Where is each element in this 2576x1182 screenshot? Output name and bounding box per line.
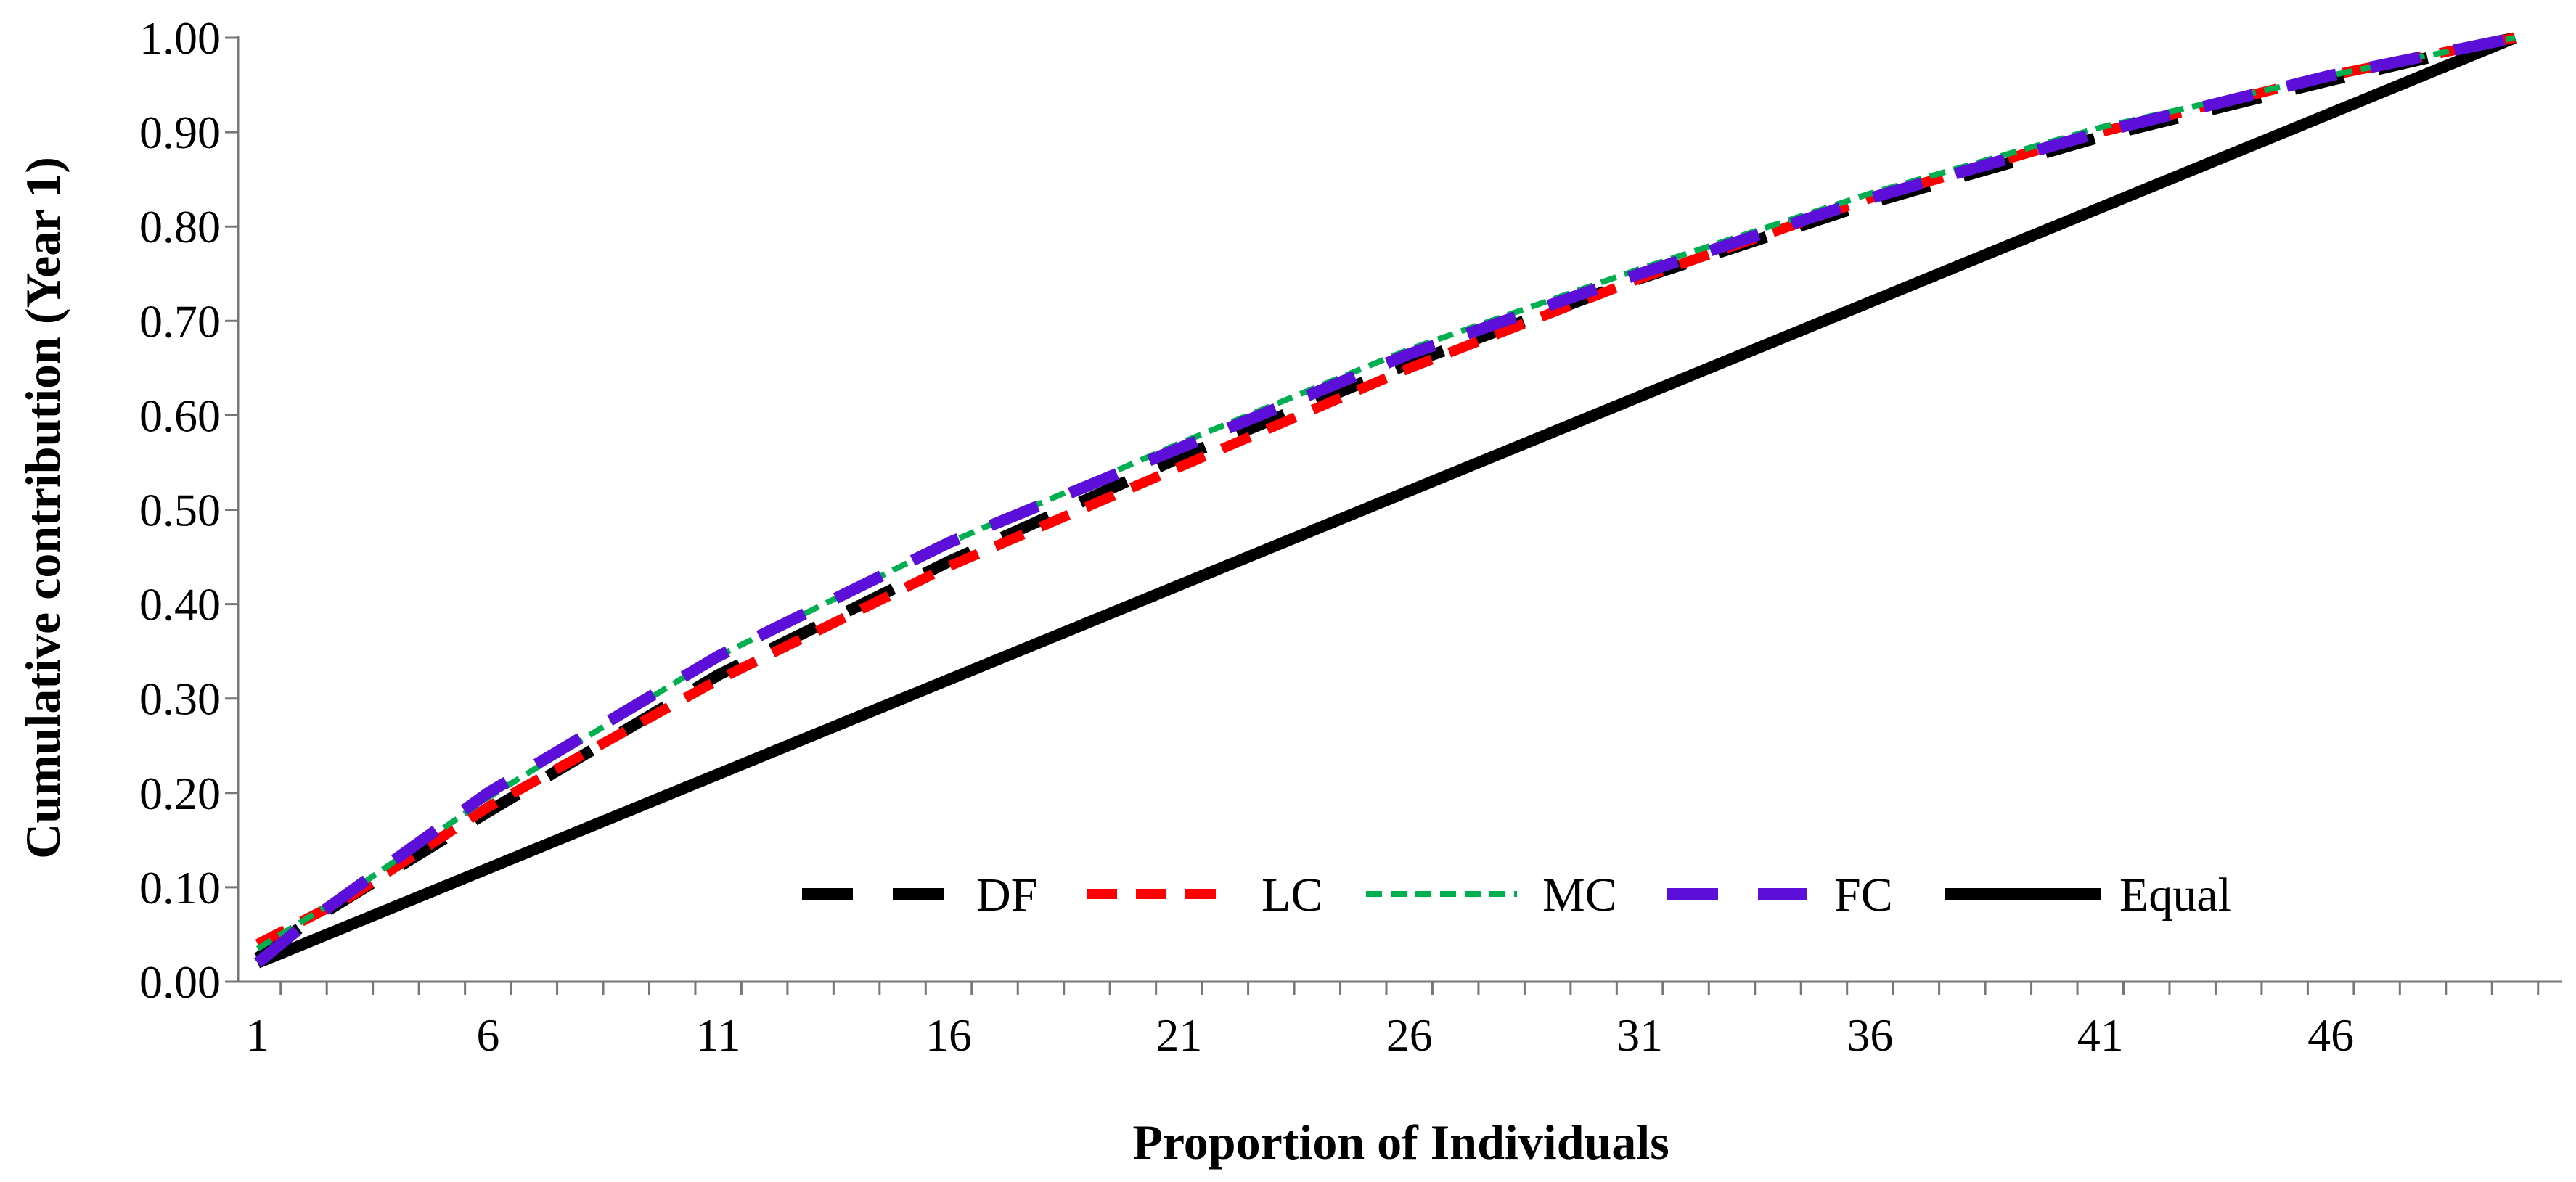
legend-label-equal: Equal xyxy=(2119,869,2231,922)
y-tick-label: 0.90 xyxy=(139,107,221,158)
x-tick-label: 6 xyxy=(476,1009,499,1061)
x-tick-label: 11 xyxy=(696,1009,741,1061)
axes xyxy=(237,36,2562,983)
x-tick-label: 36 xyxy=(1847,1009,1893,1061)
x-tick-label: 41 xyxy=(2077,1009,2124,1061)
legend-label-df: DF xyxy=(976,869,1037,922)
y-tick-label: 0.50 xyxy=(139,485,221,536)
x-tick-label: 21 xyxy=(1156,1009,1202,1061)
x-tick-label: 1 xyxy=(246,1009,269,1061)
x-tick-label: 16 xyxy=(925,1009,972,1061)
series-line-fc xyxy=(253,32,2516,968)
y-tick-label: 0.70 xyxy=(139,295,221,347)
y-tick-label: 0.80 xyxy=(139,201,221,253)
y-tick-label: 0.00 xyxy=(139,956,221,1008)
x-tick-label: 46 xyxy=(2307,1009,2354,1061)
x-tick-label: 31 xyxy=(1616,1009,1663,1061)
y-tick-label: 0.40 xyxy=(139,579,221,631)
legend-label-fc: FC xyxy=(1834,869,1893,922)
legend-label-lc: LC xyxy=(1262,869,1322,922)
x-tick-label: 26 xyxy=(1386,1009,1433,1061)
x-axis-ticks: 1 6 11 16 21 26 31 36 41 46 xyxy=(246,982,2540,1061)
legend-label-mc: MC xyxy=(1542,869,1617,922)
y-tick-label: 0.30 xyxy=(139,673,221,725)
y-tick-label: 0.10 xyxy=(139,862,221,914)
y-tick-label: 0.20 xyxy=(139,768,221,819)
x-axis-title: Proportion of Individuals xyxy=(1132,1115,1669,1170)
legend: DF LC MC FC Equal xyxy=(802,869,2231,922)
y-axis-ticks: 0.00 0.10 0.20 0.30 0.40 0.50 0.60 0.70 0.80 0.90… xyxy=(139,12,238,1008)
y-tick-label: 1.00 xyxy=(139,12,221,64)
series-line-equal xyxy=(255,32,2518,969)
y-axis-title: Cumulative contribution (Year 1) xyxy=(15,157,70,859)
y-tick-label: 0.60 xyxy=(139,390,221,441)
series-layer xyxy=(253,32,2518,969)
